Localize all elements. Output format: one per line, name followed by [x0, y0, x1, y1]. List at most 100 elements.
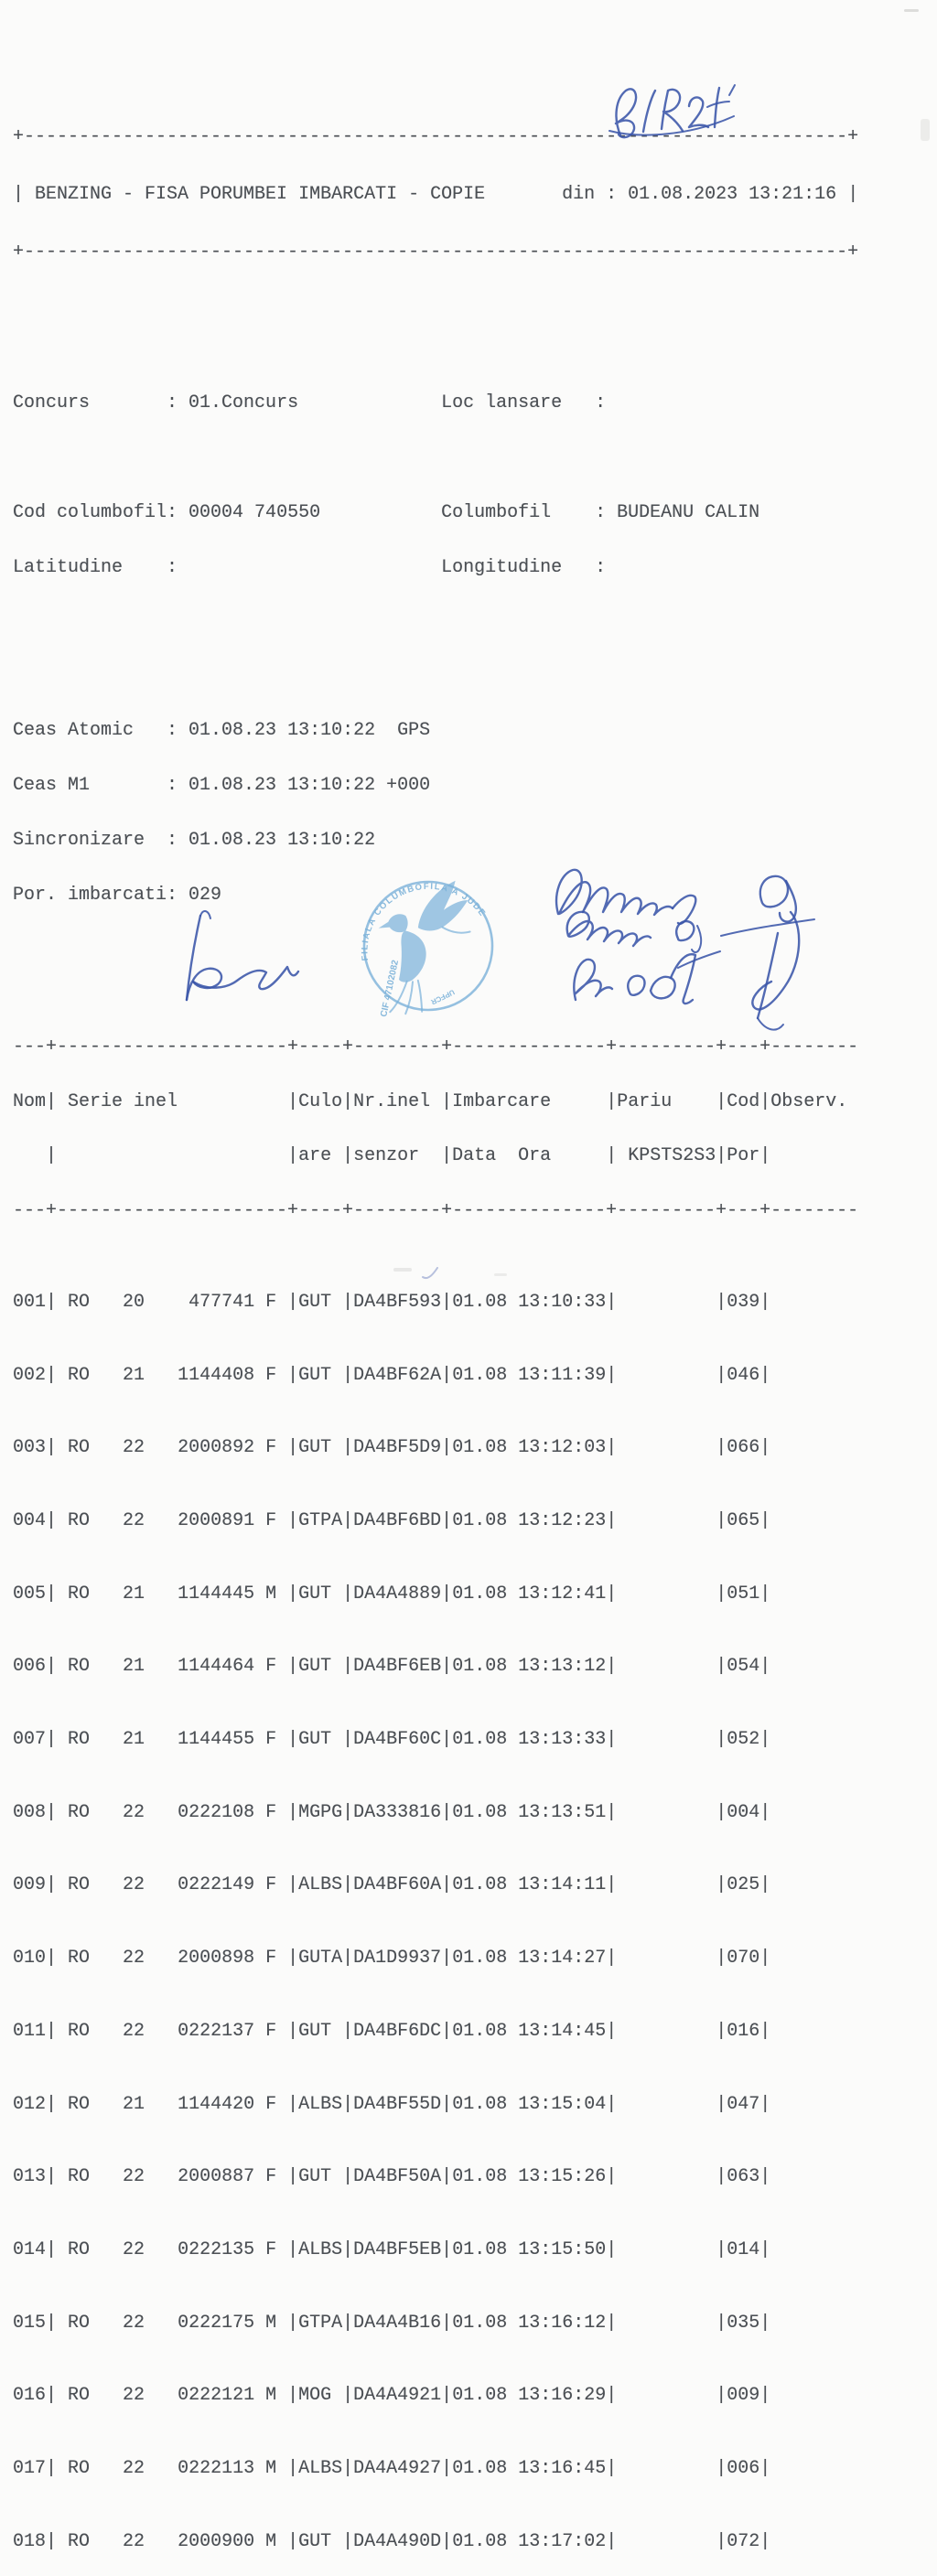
- cell-sex: M: [254, 2385, 288, 2407]
- cell-data: 01.08: [452, 2238, 519, 2260]
- spacer: [13, 449, 858, 467]
- cell-data: 01.08: [452, 1291, 519, 1313]
- cell-culoare: ALBS: [298, 2238, 343, 2260]
- longitudine-label: Longitudine: [441, 557, 596, 578]
- cell-culoare: GUT: [298, 1729, 343, 1751]
- cell-sex: F: [254, 1291, 288, 1313]
- table-row: 003| RO 22 2000892 F |GUT |DA4BF5D9|01.0…: [13, 1439, 858, 1457]
- cell-an: 22: [123, 1948, 145, 1970]
- table-row: 015| RO 22 0222175 M |GTPA|DA4A4B16|01.0…: [13, 2312, 858, 2334]
- cell-pariu: [617, 1729, 716, 1750]
- cell-sex: F: [254, 2166, 288, 2188]
- cell-ora: 13:12:23: [518, 1509, 607, 1531]
- cell-pariu: [617, 1437, 716, 1458]
- cell-culoare: ALBS: [298, 1874, 343, 1896]
- cell-observ: [770, 1948, 858, 1969]
- cell-cod: 072: [727, 2530, 760, 2552]
- por-imbarcati-value: 029: [188, 885, 222, 906]
- cell-nom: 009: [13, 1874, 47, 1896]
- cell-data: 01.08: [452, 1364, 519, 1386]
- cell-tara: RO: [57, 1801, 124, 1823]
- box-border-right: |: [847, 184, 859, 205]
- cell-pariu: [617, 1656, 716, 1677]
- cell-nom: 014: [13, 2238, 47, 2260]
- cell-culoare: GUT: [298, 1364, 343, 1386]
- cell-senzor: DA4A4927: [353, 2458, 442, 2480]
- table-row: 002| RO 21 1144408 F |GUT |DA4BF62A|01.0…: [13, 1364, 858, 1386]
- cell-an: 22: [123, 2385, 145, 2407]
- cell-ora: 13:14:11: [518, 1874, 607, 1896]
- cell-cod: 052: [727, 1729, 760, 1751]
- por-imbarcati-line: Por. imbarcati: 029: [13, 885, 222, 906]
- table-row: 013| RO 22 2000887 F |GUT |DA4BF50A|01.0…: [13, 2168, 858, 2186]
- scanned-page: { "misc": { "pipe": "|", "colon": ":", "…: [13, 9, 930, 2551]
- cell-cod: 066: [727, 1437, 760, 1459]
- cell-ora: 13:15:50: [518, 2238, 607, 2260]
- por-imbarcati-label: Por. imbarcati: [13, 885, 167, 906]
- cell-pariu: [617, 1802, 716, 1823]
- col-header-imbarcare: Imbarcare: [452, 1090, 607, 1112]
- cell-cod: 016: [727, 2020, 760, 2042]
- cell-data: 01.08: [452, 2020, 519, 2042]
- box-border-left: |: [13, 184, 25, 205]
- cell-cod: 014: [727, 2238, 760, 2260]
- scan-artifact: [904, 9, 919, 12]
- scan-artifact: [921, 119, 930, 141]
- cell-culoare: GUT: [298, 1656, 343, 1678]
- cell-cod: 006: [727, 2458, 760, 2480]
- cell-nom: 017: [13, 2458, 47, 2480]
- col-header-imbarcare-2: Data Ora: [452, 1145, 607, 1167]
- cell-nom: 012: [13, 2093, 47, 2115]
- latitudine-label: Latitudine: [13, 557, 167, 578]
- cell-tara: RO: [57, 2530, 124, 2552]
- cell-cod: 070: [727, 1948, 760, 1970]
- cell-inel: 477741: [145, 1291, 255, 1313]
- cell-pariu: [617, 2166, 716, 2187]
- cell-an: 22: [123, 2020, 145, 2042]
- cell-tara: RO: [57, 1874, 124, 1896]
- concurs-value: 01.Concurs: [188, 392, 442, 413]
- cell-tara: RO: [57, 1509, 124, 1531]
- cell-inel: 2000898: [145, 1948, 255, 1970]
- cell-nom: 008: [13, 1801, 47, 1823]
- cell-inel: 1144445: [145, 1583, 255, 1605]
- cell-cod: 035: [727, 2312, 760, 2334]
- table-row: 007| RO 21 1144455 F |GUT |DA4BF60C|01.0…: [13, 1731, 858, 1749]
- cell-tara: RO: [57, 2385, 124, 2407]
- col-header-pariu: Pariu: [617, 1090, 716, 1112]
- cell-observ: [770, 2021, 858, 2042]
- columbofil-label: Columbofil: [441, 502, 596, 523]
- cell-an: 22: [123, 2530, 145, 2552]
- cell-tara: RO: [57, 1729, 124, 1751]
- cell-nom: 018: [13, 2530, 47, 2552]
- cell-culoare: ALBS: [298, 2093, 343, 2115]
- cell-tara: RO: [57, 2166, 124, 2188]
- loc-lansare-label: Loc lansare: [441, 392, 596, 413]
- cell-nom: 006: [13, 1656, 47, 1678]
- cell-an: 22: [123, 1437, 145, 1459]
- cell-an: 22: [123, 2238, 145, 2260]
- cell-data: 01.08: [452, 1583, 519, 1605]
- cell-data: 01.08: [452, 1948, 519, 1970]
- cell-pariu: [617, 1365, 716, 1386]
- table-body: 001| RO 20 477741 F |GUT |DA4BF593|01.08…: [13, 1257, 858, 2576]
- cell-senzor: DA1D9937: [353, 1948, 442, 1970]
- cell-nom: 013: [13, 2166, 47, 2188]
- cell-culoare: GUT: [298, 2020, 343, 2042]
- cell-an: 22: [123, 2458, 145, 2480]
- cell-pariu: [617, 2239, 716, 2260]
- cell-tara: RO: [57, 1291, 124, 1313]
- box-border-bottom: +---------------------------------------…: [13, 242, 859, 263]
- cell-observ: [770, 1729, 858, 1750]
- cell-observ: [770, 1437, 858, 1458]
- cell-cod: 063: [727, 2166, 760, 2188]
- cell-inel: 1144420: [145, 2093, 255, 2115]
- cell-an: 22: [123, 1801, 145, 1823]
- cell-sex: F: [254, 2093, 288, 2115]
- cell-senzor: DA4A4889: [353, 1583, 442, 1605]
- cell-inel: 0222121: [145, 2385, 255, 2407]
- cell-inel: 1144464: [145, 1656, 255, 1678]
- cell-ora: 13:15:04: [518, 2093, 607, 2115]
- columbofil-value: BUDEANU CALIN: [617, 502, 760, 523]
- cell-culoare: ALBS: [298, 2458, 343, 2480]
